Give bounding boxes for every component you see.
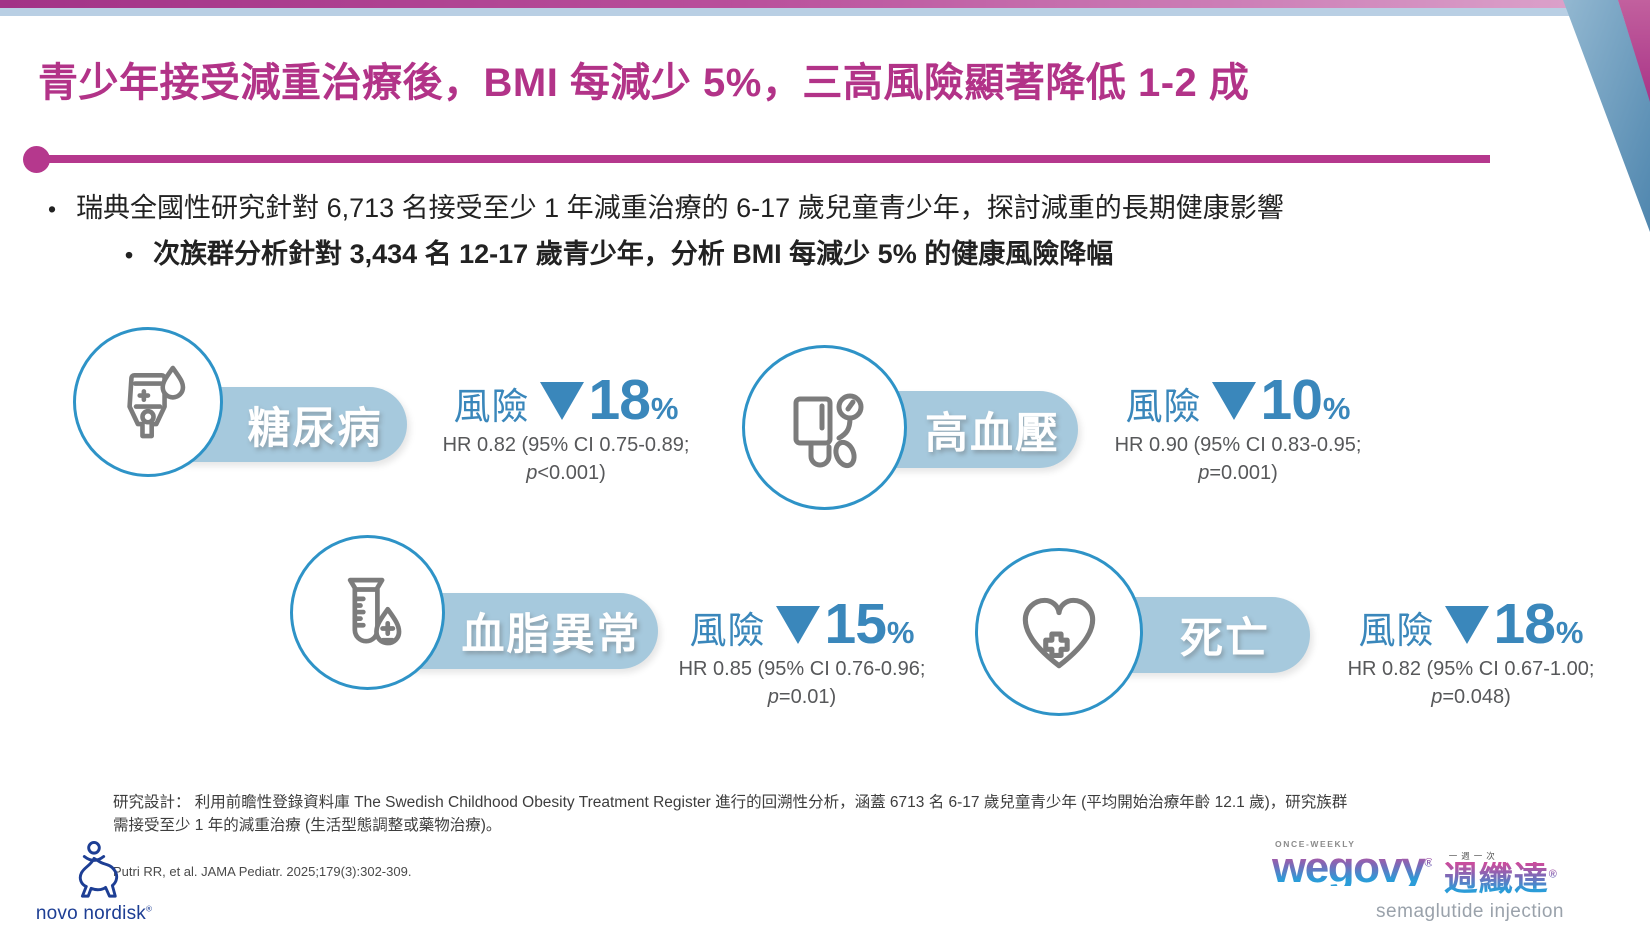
wegovy-chinese-wordmark: 週纖達® <box>1443 860 1558 898</box>
bullet-study-overview: • 瑞典全國性研究針對 6,713 名接受至少 1 年減重治療的 6-17 歲兒… <box>48 192 1284 226</box>
percent-sign: % <box>886 615 915 650</box>
death-risk-stats: 風險 18 % HR 0.82 (95% CI 0.67-1.00; p=0.0… <box>1340 596 1602 709</box>
percent-sign: % <box>1555 615 1584 650</box>
bullet-text: 次族群分析針對 3,434 名 12-17 歲青少年，分析 BMI 每減少 5%… <box>153 239 1114 269</box>
study-design-footnote: 研究設計： 利用前瞻性登錄資料庫 The Swedish Childhood O… <box>113 791 1483 838</box>
corner-ribbon-decoration <box>1563 0 1650 232</box>
top-blue-bar <box>0 8 1650 16</box>
page-title: 青少年接受減重治療後，BMI 每減少 5%，三高風險顯著降低 1-2 成 <box>38 61 1250 105</box>
divider-line <box>36 155 1490 163</box>
once-weekly-chinese-label: 一週一次 <box>1448 851 1499 861</box>
dyslipidemia-risk-stats: 風險 15 % HR 0.85 (95% CI 0.76-0.96; p=0.0… <box>672 596 932 709</box>
wegovy-logo-block: ONCE-WEEKLY wegovy® 一週一次 週纖達® semaglutid… <box>1272 839 1564 923</box>
apis-bull-icon <box>78 841 119 898</box>
risk-word: 風險 <box>453 386 530 427</box>
bullet-subgroup-analysis: • 次族群分析針對 3,434 名 12-17 歲青少年，分析 BMI 每減少 … <box>125 238 1113 272</box>
outcome-label: 死亡 <box>1180 615 1270 663</box>
risk-headline: 風險 18 % <box>436 372 696 429</box>
risk-value: 10 <box>1260 368 1323 432</box>
heart-cross-icon <box>1022 597 1096 669</box>
hypertension-risk-stats: 風險 10 % HR 0.90 (95% CI 0.83-0.95; p=0.0… <box>1107 372 1369 485</box>
hazard-ratio: HR 0.85 (95% CI 0.76-0.96; <box>678 658 926 680</box>
blood-pressure-monitor-icon <box>793 393 863 468</box>
bullet-marker: • <box>48 196 57 222</box>
risk-headline: 風險 18 % <box>1340 596 1602 653</box>
outcome-label: 高血壓 <box>925 409 1060 458</box>
once-weekly-label: ONCE-WEEKLY <box>1275 839 1356 849</box>
semaglutide-subtitle: semaglutide injection <box>1376 901 1564 922</box>
magenta-ribbon-shape <box>1618 0 1650 102</box>
novo-nordisk-wordmark: novo nordisk® <box>35 903 153 924</box>
hazard-ratio: HR 0.82 (95% CI 0.67-1.00; <box>1347 658 1595 680</box>
p-value: p=0.048) <box>1431 686 1511 708</box>
risk-word: 風險 <box>689 610 766 651</box>
diabetes-label-pill: 糖尿病 <box>150 387 407 462</box>
triangle-down-icon <box>1211 381 1256 420</box>
insulin-device-icon <box>127 365 186 439</box>
bullet-text: 瑞典全國性研究針對 6,713 名接受至少 1 年減重治療的 6-17 歲兒童青… <box>76 193 1284 223</box>
triangle-down-icon <box>1444 605 1489 644</box>
triangle-down-icon <box>775 605 820 644</box>
novo-nordisk-logo: novo nordisk® <box>36 840 152 925</box>
hazard-ratio: HR 0.82 (95% CI 0.75-0.89; <box>442 434 690 456</box>
hazard-ratio: HR 0.90 (95% CI 0.83-0.95; <box>1114 434 1362 456</box>
risk-value: 18 <box>588 368 651 432</box>
top-magenta-bar <box>0 0 1650 8</box>
risk-value: 15 <box>824 592 887 656</box>
p-value: p=0.001) <box>1198 462 1278 484</box>
risk-value: 18 <box>1493 592 1556 656</box>
risk-word: 風險 <box>1125 386 1202 427</box>
diabetes-risk-stats: 風險 18 % HR 0.82 (95% CI 0.75-0.89; p<0.0… <box>436 372 696 485</box>
percent-sign: % <box>1322 391 1351 426</box>
triangle-down-icon <box>539 381 584 420</box>
blue-ribbon-shape <box>1563 0 1650 232</box>
reference-citation: Putri RR, et al. JAMA Pediatr. 2025;179(… <box>113 864 412 879</box>
wegovy-wordmark: wegovy® <box>1272 843 1432 892</box>
bullet-marker: • <box>125 242 134 268</box>
hypertension-icon-circle <box>742 345 907 510</box>
percent-sign: % <box>650 391 679 426</box>
p-value: p<0.001) <box>526 462 606 484</box>
footnote-line-1: 研究設計： 利用前瞻性登錄資料庫 The Swedish Childhood O… <box>113 794 1348 811</box>
outcome-label: 血脂異常 <box>461 611 642 659</box>
test-tube-droplet-icon <box>347 577 401 645</box>
risk-word: 風險 <box>1358 610 1435 651</box>
outcome-label: 糖尿病 <box>247 404 383 453</box>
dyslipidemia-icon-circle <box>290 535 445 690</box>
p-value: p=0.01) <box>767 686 837 708</box>
diabetes-icon-circle <box>73 327 223 477</box>
footnote-line-2: 需接受至少 1 年的減重治療 (生活型態調整或藥物治療)。 <box>113 817 502 835</box>
risk-headline: 風險 10 % <box>1107 372 1369 429</box>
death-icon-circle <box>975 548 1143 716</box>
risk-headline: 風險 15 % <box>672 596 932 653</box>
